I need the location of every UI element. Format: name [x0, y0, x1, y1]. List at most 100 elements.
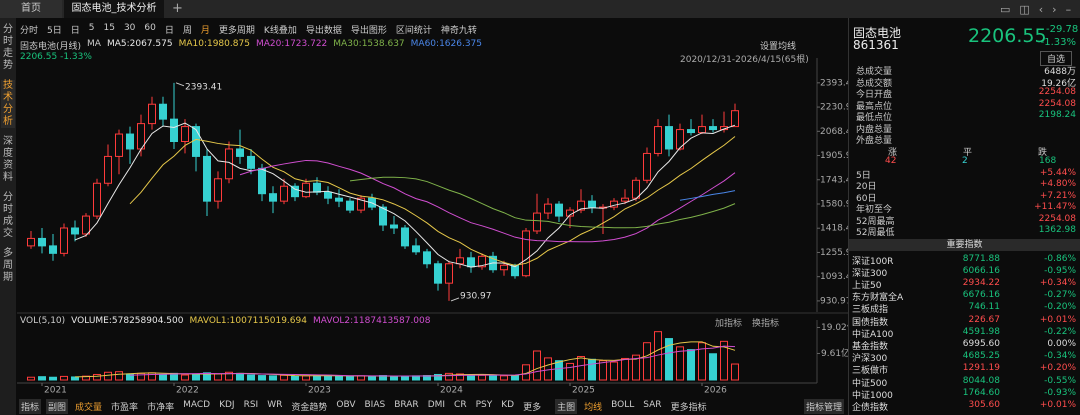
candle-body	[93, 182, 101, 217]
bottom-tab[interactable]: 更多	[523, 403, 542, 413]
toolbar-item[interactable]: 导出数据	[305, 26, 342, 36]
bottom-tab[interactable]: 市盈率	[111, 403, 139, 413]
bottom-tab[interactable]: BRAR	[394, 400, 419, 410]
side-nav-item[interactable]: 分时走势	[3, 24, 13, 71]
index-name[interactable]: 企债指数	[852, 402, 889, 413]
vol-bar	[588, 358, 596, 381]
chart-quote: 2206.55 -1.33%	[20, 52, 92, 62]
switch-indicator[interactable]: 换指标	[752, 319, 780, 329]
toolbar-item[interactable]: 周	[182, 26, 192, 36]
bottom-tab[interactable]: OBV	[336, 400, 356, 410]
bottom-tab[interactable]: WR	[267, 400, 283, 410]
index-change: -0.55%	[1044, 375, 1076, 386]
candle-body	[291, 185, 299, 198]
toolbar-item[interactable]: 神奇九转	[440, 26, 477, 36]
vol-bar	[302, 375, 310, 381]
ma-line	[679, 190, 736, 201]
index-name[interactable]: 中证500	[852, 378, 888, 389]
candle-body	[324, 191, 332, 199]
breadth-label: 涨	[888, 147, 898, 158]
bottom-tab[interactable]: MACD	[183, 400, 211, 410]
toolbar-item[interactable]: 日	[164, 26, 174, 36]
bottom-tab[interactable]: KD	[501, 400, 515, 410]
toolbar-item[interactable]: 15	[103, 23, 115, 33]
tab[interactable]: 首页	[0, 0, 62, 18]
toolbar-item[interactable]: 5	[88, 23, 95, 33]
bottom-tab[interactable]: PSY	[475, 400, 493, 410]
settings-label[interactable]: 设置均线	[760, 42, 797, 52]
candle-body	[203, 155, 211, 202]
bottom-tab[interactable]: 主图	[555, 399, 578, 414]
bottom-tab[interactable]: 副图	[46, 399, 69, 414]
side-nav-item[interactable]: 技术分析	[1, 80, 15, 128]
return-value: +4.80%	[1039, 179, 1076, 189]
toolbar-item[interactable]: 更多周期	[218, 26, 255, 36]
breadth-value: 2	[962, 155, 968, 166]
toolbar-item[interactable]: 30	[123, 23, 136, 33]
stat-value: 2254.08	[1038, 87, 1076, 97]
side-nav-item[interactable]: 深度资料	[3, 136, 13, 183]
vol-tick-label: 9.61亿	[821, 347, 848, 359]
index-name[interactable]: 三板成指	[852, 305, 889, 316]
index-name[interactable]: 中证1000	[852, 390, 893, 401]
index-name[interactable]: 三板做市	[852, 366, 889, 377]
index-change: -0.34%	[1044, 351, 1076, 362]
index-name[interactable]: 中证A100	[852, 329, 894, 340]
bottom-tab[interactable]: KDJ	[219, 400, 235, 410]
index-name[interactable]: 沪深300	[852, 354, 888, 365]
window-controls[interactable]: ▭◫‹›–▢✕	[1000, 3, 1080, 16]
toolbar-item[interactable]: 60	[144, 23, 156, 33]
bottom-tab[interactable]: 更多指标	[670, 403, 707, 413]
vol-bar	[676, 346, 684, 381]
divider	[848, 18, 849, 415]
quote-change-pct: -1.33%	[1040, 37, 1076, 48]
vol-bar	[71, 376, 79, 381]
index-name[interactable]: 深证100R	[852, 256, 894, 267]
bottom-tab[interactable]: RSI	[243, 400, 259, 410]
bottom-tab[interactable]: 指标	[19, 399, 42, 414]
toolbar-item[interactable]: 5日	[47, 26, 62, 36]
toolbar-item[interactable]: 月	[200, 26, 210, 36]
bottom-tab[interactable]: 市净率	[147, 403, 175, 413]
candle-body	[588, 200, 596, 208]
tab-active[interactable]: 固态电池_技术分析	[64, 0, 164, 18]
toolbar-item[interactable]: 导出图形	[350, 26, 387, 36]
index-name[interactable]: 国债指数	[852, 317, 889, 328]
index-value: 4591.98	[962, 326, 1000, 337]
index-value: 226.67	[968, 314, 1001, 325]
index-value: 8771.88	[962, 253, 1000, 264]
index-name[interactable]: 基金指数	[852, 341, 889, 352]
index-name[interactable]: 上证50	[852, 280, 882, 291]
mavol-line	[129, 345, 736, 377]
bottom-tab[interactable]: BOLL	[611, 400, 635, 410]
add-indicator[interactable]: 加指标	[715, 319, 743, 329]
vol-legend: MAVOL2:1187413587.008	[312, 316, 431, 326]
candle-body	[577, 200, 585, 211]
bottom-tab[interactable]: 成交量	[75, 403, 103, 413]
y-tick-label: 1743.44	[820, 175, 848, 185]
bottom-tab[interactable]: 均线	[584, 403, 603, 413]
index-name[interactable]: 深证300	[852, 268, 888, 279]
max-pointer	[175, 82, 185, 87]
side-nav-item[interactable]: 分时成交	[3, 192, 13, 239]
bottom-tab[interactable]: SAR	[643, 400, 662, 410]
vol-bar	[115, 371, 123, 381]
bottom-tab[interactable]: BIAS	[364, 400, 386, 410]
bottom-tab[interactable]: 资金趋势	[291, 403, 328, 413]
toolbar-item[interactable]: K线叠加	[263, 26, 297, 36]
indicator-manage[interactable]: 指标管理	[804, 399, 845, 414]
bottom-tab[interactable]: CR	[454, 400, 467, 410]
toolbar-item[interactable]: 区间统计	[395, 26, 432, 36]
bottom-tab[interactable]: DMI	[427, 400, 446, 410]
watch-button[interactable]: 自选	[1040, 51, 1073, 66]
index-name[interactable]: 东方财富全A	[852, 293, 904, 304]
candle-body	[346, 200, 354, 211]
toolbar-item[interactable]: 分时	[20, 26, 39, 36]
vol-bar	[335, 375, 343, 381]
candle-body	[500, 264, 508, 271]
index-change: -0.20%	[1044, 302, 1076, 313]
vol-bar	[621, 357, 629, 381]
side-nav-item[interactable]: 多周期	[3, 248, 13, 283]
new-tab[interactable]: +	[172, 1, 183, 16]
toolbar-item[interactable]: 日	[70, 26, 80, 36]
